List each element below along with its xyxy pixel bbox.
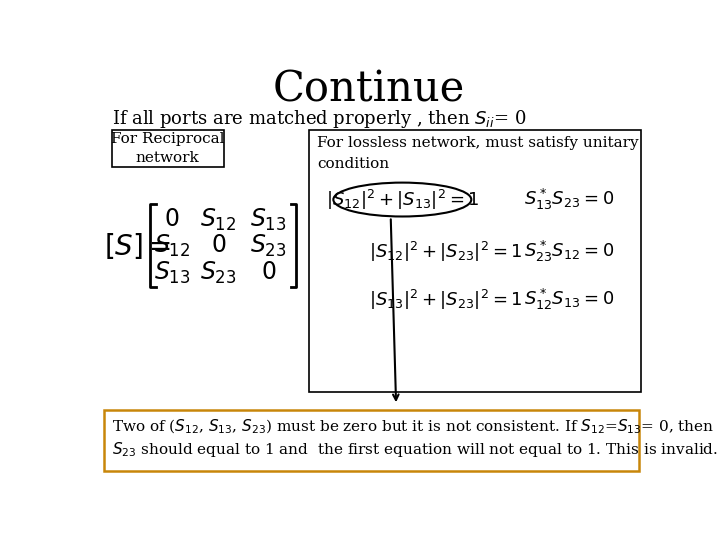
- Text: $|S_{12}|^2+|S_{23}|^2=1$: $|S_{12}|^2+|S_{23}|^2=1$: [369, 240, 523, 264]
- Text: $S_{13}$: $S_{13}$: [250, 206, 287, 233]
- Text: If all ports are matched properly , then $S_{ii}$= 0: If all ports are matched properly , then…: [112, 107, 526, 130]
- Text: Continue: Continue: [273, 69, 465, 111]
- Text: $S_{12}^*S_{13}=0$: $S_{12}^*S_{13}=0$: [524, 287, 614, 312]
- Text: $0$: $0$: [211, 234, 226, 257]
- Text: $S_{12}$: $S_{12}$: [200, 206, 237, 233]
- Text: $0$: $0$: [164, 208, 180, 231]
- Text: $S_{23}$: $S_{23}$: [200, 260, 237, 286]
- Text: $S_{12}$: $S_{12}$: [154, 233, 190, 259]
- Text: $S_{13}^*S_{23}=0$: $S_{13}^*S_{23}=0$: [524, 187, 614, 212]
- Text: $[S]=$: $[S]=$: [104, 231, 171, 261]
- Text: $0$: $0$: [261, 261, 276, 284]
- Text: $S_{23}$: $S_{23}$: [250, 233, 287, 259]
- Text: $S_{13}$: $S_{13}$: [154, 260, 191, 286]
- Text: $|S_{13}|^2+|S_{23}|^2=1$: $|S_{13}|^2+|S_{23}|^2=1$: [369, 288, 523, 312]
- Text: For Reciprocal
network: For Reciprocal network: [111, 132, 224, 165]
- Text: $S_{23}^*S_{12}=0$: $S_{23}^*S_{12}=0$: [524, 239, 614, 265]
- Text: Two of ($S_{12}$, $S_{13}$, $S_{23}$) must be zero but it is not consistent. If : Two of ($S_{12}$, $S_{13}$, $S_{23}$) mu…: [112, 417, 714, 436]
- Bar: [104, 410, 639, 471]
- Text: $|S_{12}|^2+|S_{13}|^2=1$: $|S_{12}|^2+|S_{13}|^2=1$: [325, 187, 479, 212]
- Bar: [112, 130, 224, 167]
- Bar: [310, 130, 641, 392]
- Text: $S_{23}$ should equal to 1 and  the first equation will not equal to 1. This is : $S_{23}$ should equal to 1 and the first…: [112, 440, 718, 460]
- Text: For lossless network, must satisfy unitary
condition: For lossless network, must satisfy unita…: [317, 136, 639, 171]
